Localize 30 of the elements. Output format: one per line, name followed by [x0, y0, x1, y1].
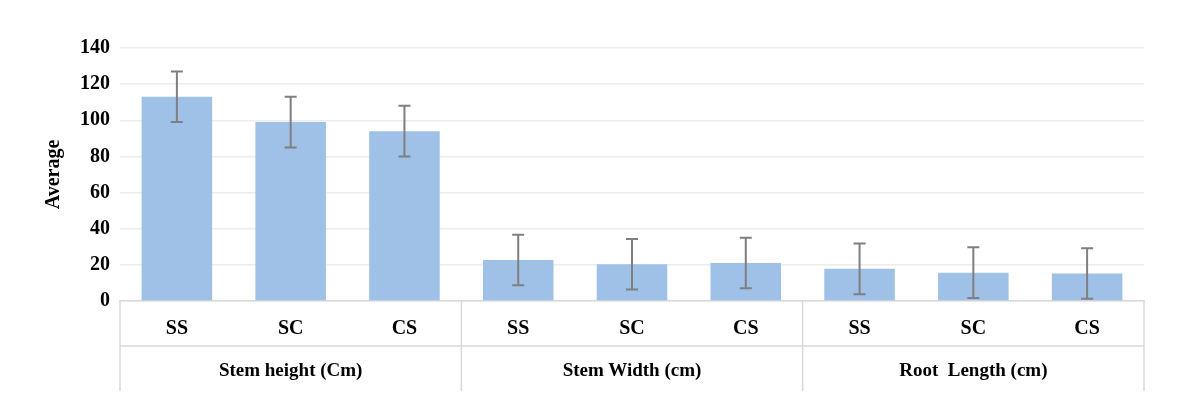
x-tick-label: SS — [507, 316, 530, 339]
y-tick-label: 40 — [90, 215, 110, 238]
y-tick-label: 0 — [100, 288, 110, 311]
bar — [482, 259, 554, 301]
bar — [938, 272, 1009, 301]
bar — [1051, 273, 1123, 301]
y-tick-label: 60 — [90, 179, 110, 202]
bar — [824, 268, 895, 301]
x-tick-label: SC — [277, 316, 304, 339]
y-tick-label: 80 — [90, 143, 110, 166]
bar — [141, 96, 213, 301]
x-tick-label: SS — [848, 316, 871, 339]
y-axis-title: Average — [41, 139, 65, 210]
x-tick-label: CS — [391, 316, 418, 339]
x-tick-label: CS — [1074, 316, 1100, 339]
x-tick-label: CS — [732, 316, 759, 339]
bar — [369, 131, 440, 301]
text: Root Length (cm) — [899, 358, 1048, 381]
x-tick-label: SS — [165, 316, 189, 339]
bar — [255, 122, 326, 301]
y-tick-label: 140 — [80, 35, 110, 58]
text: Stem Width (cm) — [562, 358, 702, 381]
bar — [710, 263, 782, 301]
text: Stem height (Cm) — [218, 358, 363, 381]
y-tick-label: 20 — [90, 252, 110, 275]
x-tick-label: SC — [960, 316, 987, 339]
bar — [596, 264, 668, 301]
x-tick-label: SC — [619, 316, 645, 339]
y-tick-label: 100 — [80, 107, 110, 130]
y-tick-label: 120 — [80, 71, 110, 94]
